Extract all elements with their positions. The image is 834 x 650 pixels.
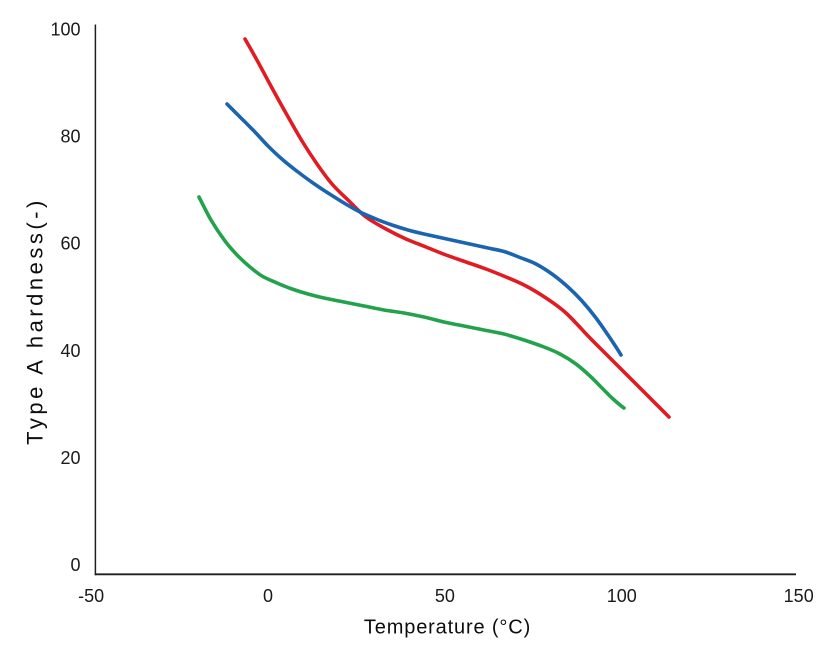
svg-text:Temperature (°C): Temperature (°C): [364, 617, 531, 639]
svg-text:100: 100: [607, 586, 637, 606]
svg-text:Type A hardness(-): Type A hardness(-): [23, 197, 48, 445]
svg-text:60: 60: [60, 234, 80, 254]
svg-text:20: 20: [60, 448, 80, 468]
svg-text:0: 0: [70, 555, 80, 575]
svg-text:0: 0: [263, 586, 273, 606]
svg-text:80: 80: [60, 127, 80, 147]
svg-text:100: 100: [50, 19, 80, 39]
svg-text:50: 50: [435, 586, 455, 606]
svg-text:40: 40: [60, 341, 80, 361]
svg-text:150: 150: [784, 586, 814, 606]
svg-text:-50: -50: [78, 586, 104, 606]
